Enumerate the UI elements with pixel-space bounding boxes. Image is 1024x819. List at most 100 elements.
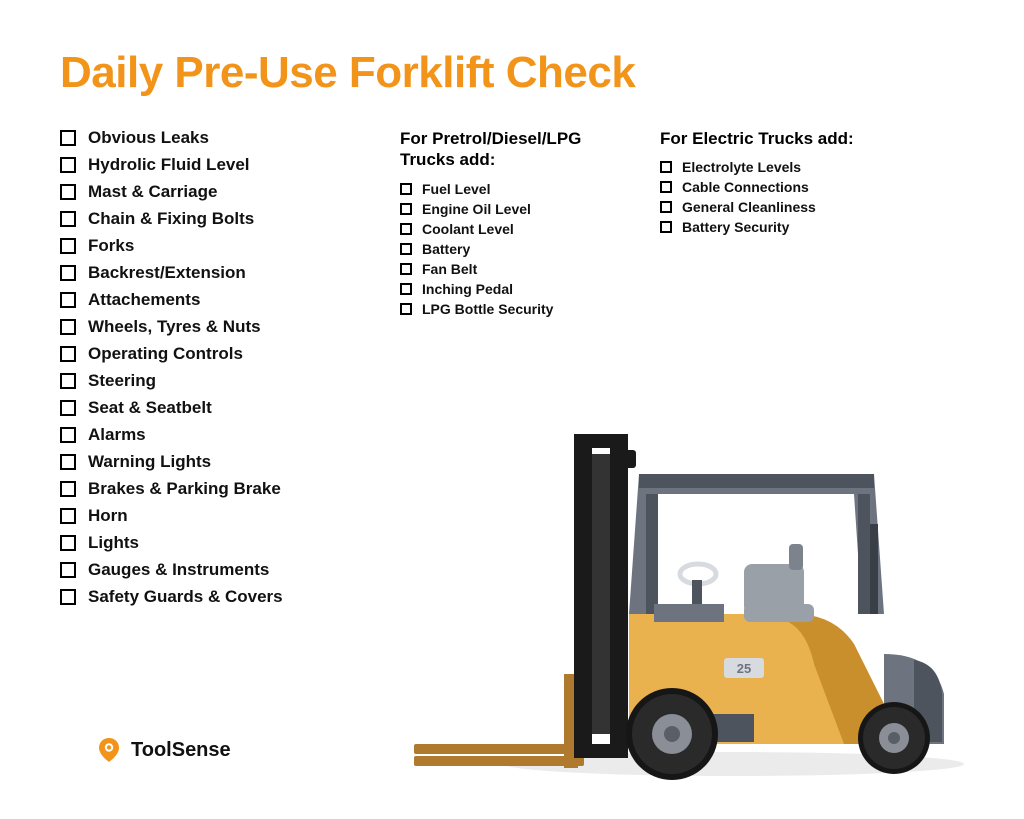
checkbox-icon [60, 535, 76, 551]
checklist-item: Steering [60, 371, 370, 391]
checkbox-icon [660, 221, 672, 233]
checkbox-icon [60, 346, 76, 362]
fuel-section-heading: For Pretrol/Diesel/LPG Trucks add: [400, 128, 630, 171]
checklist-label: Operating Controls [88, 344, 243, 364]
checkbox-icon [60, 481, 76, 497]
checklist-item: Obvious Leaks [60, 128, 370, 148]
checklist-item: Battery Security [660, 219, 890, 235]
checkbox-icon [400, 243, 412, 255]
toolsense-icon [95, 736, 123, 764]
checkbox-icon [400, 223, 412, 235]
checklist-label: Brakes & Parking Brake [88, 479, 281, 499]
checkbox-icon [400, 283, 412, 295]
checkbox-icon [60, 373, 76, 389]
checklist-item: Horn [60, 506, 370, 526]
checklist-item: Backrest/Extension [60, 263, 370, 283]
checklist-item: Fan Belt [400, 261, 630, 277]
checkbox-icon [60, 562, 76, 578]
checkbox-icon [400, 303, 412, 315]
checklist-item: Coolant Level [400, 221, 630, 237]
fuel-trucks-column: For Pretrol/Diesel/LPG Trucks add: Fuel … [400, 128, 630, 321]
checkbox-icon [60, 130, 76, 146]
checkbox-icon [60, 238, 76, 254]
electric-section-heading: For Electric Trucks add: [660, 128, 890, 149]
checklist-item: Alarms [60, 425, 370, 445]
checklist-label: Seat & Seatbelt [88, 398, 212, 418]
checklist-item: Fuel Level [400, 181, 630, 197]
checklist-label: Hydrolic Fluid Level [88, 155, 250, 175]
checklist-label: Alarms [88, 425, 146, 445]
brand-name: ToolSense [131, 739, 231, 762]
checklist-label: Battery Security [682, 219, 789, 235]
checkbox-icon [60, 265, 76, 281]
checklist-item: LPG Bottle Security [400, 301, 630, 317]
checkbox-icon [400, 183, 412, 195]
checklist-item: Forks [60, 236, 370, 256]
checklist-item: Inching Pedal [400, 281, 630, 297]
checklist-label: Engine Oil Level [422, 201, 531, 217]
checklist-item: Cable Connections [660, 179, 890, 195]
checkbox-icon [660, 201, 672, 213]
checklist-item: Brakes & Parking Brake [60, 479, 370, 499]
checklist-label: Obvious Leaks [88, 128, 209, 148]
checklist-item: General Cleanliness [660, 199, 890, 215]
checkbox-icon [60, 211, 76, 227]
checklist-label: Chain & Fixing Bolts [88, 209, 254, 229]
forklift-illustration: 25 [414, 414, 974, 784]
checklist-label: Horn [88, 506, 128, 526]
checklist-item: Seat & Seatbelt [60, 398, 370, 418]
main-checklist-column: Obvious Leaks Hydrolic Fluid Level Mast & … [60, 128, 370, 614]
checklist-label: Steering [88, 371, 156, 391]
checklist-label: General Cleanliness [682, 199, 816, 215]
checklist-item: Mast & Carriage [60, 182, 370, 202]
checkbox-icon [660, 181, 672, 193]
checkbox-icon [60, 292, 76, 308]
checklist-item: Attachements [60, 290, 370, 310]
fuel-checklist: Fuel Level Engine Oil Level Coolant Level B… [400, 181, 630, 317]
svg-text:25: 25 [737, 661, 751, 676]
checklist-item: Chain & Fixing Bolts [60, 209, 370, 229]
checklist-label: Inching Pedal [422, 281, 513, 297]
electric-trucks-column: For Electric Trucks add: Electrolyte Lev… [660, 128, 890, 239]
checklist-label: Backrest/Extension [88, 263, 246, 283]
checkbox-icon [400, 203, 412, 215]
checkbox-icon [60, 319, 76, 335]
checklist-item: Engine Oil Level [400, 201, 630, 217]
checklist-label: Battery [422, 241, 470, 257]
checklist-label: Fan Belt [422, 261, 477, 277]
electric-checklist: Electrolyte Levels Cable Connections Gener… [660, 159, 890, 235]
brand-logo: ToolSense [95, 736, 231, 764]
page-title: Daily Pre-Use Forklift Check [60, 48, 964, 98]
checkbox-icon [60, 508, 76, 524]
checkbox-icon [60, 157, 76, 173]
checklist-label: Forks [88, 236, 134, 256]
checklist-label: Gauges & Instruments [88, 560, 269, 580]
checkbox-icon [400, 263, 412, 275]
checkbox-icon [60, 589, 76, 605]
checklist-label: Cable Connections [682, 179, 809, 195]
checkbox-icon [60, 184, 76, 200]
checkbox-icon [60, 400, 76, 416]
checklist-label: Coolant Level [422, 221, 514, 237]
checklist-item: Electrolyte Levels [660, 159, 890, 175]
checklist-label: Warning Lights [88, 452, 211, 472]
checklist-item: Lights [60, 533, 370, 553]
checklist-item: Hydrolic Fluid Level [60, 155, 370, 175]
checkbox-icon [60, 454, 76, 470]
checklist-label: Fuel Level [422, 181, 490, 197]
checklist-item: Battery [400, 241, 630, 257]
checklist-label: Safety Guards & Covers [88, 587, 283, 607]
checklist-label: Electrolyte Levels [682, 159, 801, 175]
checklist-label: LPG Bottle Security [422, 301, 553, 317]
checklist-item: Safety Guards & Covers [60, 587, 370, 607]
checklist-item: Wheels, Tyres & Nuts [60, 317, 370, 337]
checklist-label: Lights [88, 533, 139, 553]
checkbox-icon [660, 161, 672, 173]
main-checklist: Obvious Leaks Hydrolic Fluid Level Mast & … [60, 128, 370, 607]
checklist-label: Mast & Carriage [88, 182, 217, 202]
checklist-label: Wheels, Tyres & Nuts [88, 317, 261, 337]
checkbox-icon [60, 427, 76, 443]
checklist-item: Warning Lights [60, 452, 370, 472]
checklist-item: Operating Controls [60, 344, 370, 364]
checklist-label: Attachements [88, 290, 200, 310]
